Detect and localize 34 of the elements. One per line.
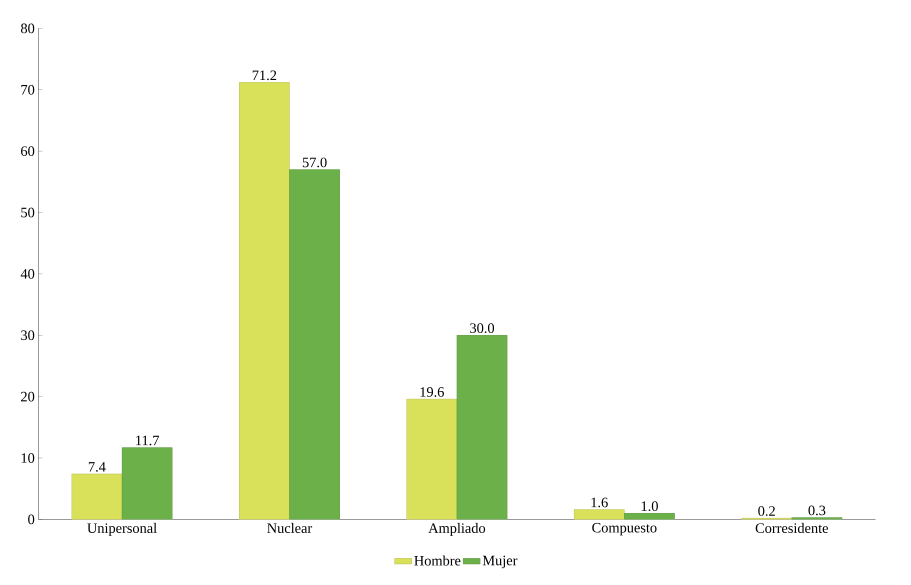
bar <box>624 513 675 520</box>
y-tick-label: 10 <box>22 453 34 464</box>
data-label: 7.4 <box>88 462 106 472</box>
y-tick-label: 80 <box>20 24 34 34</box>
y-tick-label: 60 <box>21 146 34 156</box>
y-tick-label: 20 <box>21 392 34 402</box>
y-tick-label: 50 <box>21 208 34 218</box>
data-label: 19.6 <box>420 387 444 398</box>
y-tick-label: 40 <box>20 269 34 279</box>
bar <box>574 510 625 520</box>
bar <box>289 170 340 520</box>
x-tick-label: Nuclear <box>267 523 312 534</box>
data-label: 0.3 <box>808 506 826 516</box>
data-label: 1.0 <box>642 501 658 512</box>
data-label: 11.7 <box>136 436 160 446</box>
legend-label: Hombre <box>414 556 460 566</box>
y-tick-label: 0 <box>28 514 34 524</box>
bar <box>122 448 172 520</box>
x-tick-label: Unipersonal <box>87 523 157 536</box>
bar <box>72 474 122 520</box>
legend-label: Mujer <box>482 556 518 568</box>
data-label: 30.0 <box>470 323 494 334</box>
data-label: 57.0 <box>302 158 327 168</box>
x-tick-label: Corresidente <box>756 523 828 534</box>
bar <box>406 399 458 520</box>
data-label: 71.2 <box>252 70 276 80</box>
x-tick-label: Compuesto <box>592 523 657 536</box>
data-label: 1.6 <box>592 498 608 508</box>
bar <box>239 82 290 520</box>
y-tick-label: 70 <box>21 85 34 95</box>
data-label: 0.2 <box>758 506 775 516</box>
x-tick-label: Ampliado <box>428 523 486 536</box>
bar <box>456 335 508 520</box>
y-tick-label: 30 <box>21 330 34 340</box>
